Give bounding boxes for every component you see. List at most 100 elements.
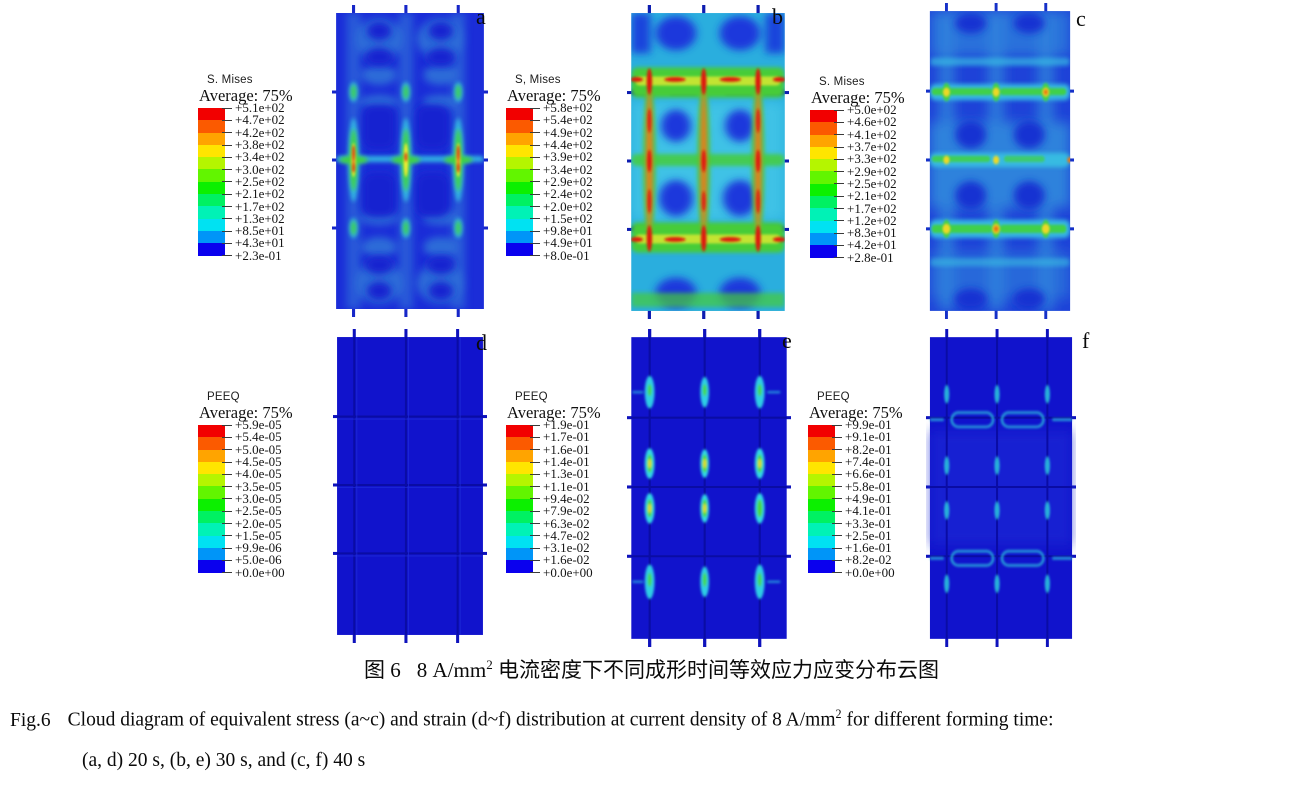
tick-mark (222, 547, 232, 549)
tick-mark (834, 183, 844, 185)
panel-d-contour (333, 329, 487, 643)
panel-letter-d: d (476, 330, 487, 355)
colorbar-cell (810, 146, 837, 160)
tick-value: +8.0e-01 (543, 247, 590, 263)
colorbar-cell (198, 486, 225, 499)
tick-mark (222, 255, 232, 257)
colorbar-cell (506, 194, 533, 207)
tick-value: +4.7e-02 (543, 527, 590, 543)
tick-mark (530, 498, 540, 500)
tick-mark (832, 436, 842, 438)
legend-tick: +5.8e+02 (530, 100, 593, 115)
colorbar-cell (506, 120, 533, 133)
legend-tick: +1.3e+02 (222, 210, 285, 226)
tick-mark (222, 242, 232, 244)
tick-mark (832, 510, 842, 512)
legend-d: PEEQ Average: 75% +5.9e-05 +5.4e-05 +5.0e-… (198, 391, 340, 580)
legend-tick: +3.9e+02 (530, 149, 593, 164)
panel-letter-c: c (1076, 6, 1086, 31)
legend-tick: +4.7e-02 (530, 527, 593, 543)
legend-tick: +2.1e+02 (222, 186, 285, 201)
tick-mark (222, 119, 232, 121)
caption-chinese: 图 6 8 A/mm2 电流密度下不同成形时间等效应力应变分布云图 (0, 654, 1303, 684)
colorbar-cell (198, 144, 225, 158)
colorbar-cell (810, 196, 837, 209)
legend-tick: +4.1e+02 (834, 127, 897, 142)
tick-value: +2.8e-01 (847, 249, 894, 265)
legend-tick: +9.4e-02 (530, 490, 593, 506)
tick-value: +3.7e+02 (847, 139, 897, 155)
colorbar-cell (810, 171, 837, 184)
colorbar-cell (506, 547, 533, 561)
legend-title: S. Mises (207, 74, 253, 86)
tick-value: +5.0e+02 (847, 102, 897, 118)
tick-value: +4.9e+01 (543, 235, 593, 251)
tick-mark (222, 461, 232, 463)
tick-value: +5.4e-05 (235, 429, 282, 445)
tick-mark (222, 436, 232, 438)
colorbar-cell (810, 110, 837, 123)
legend-tick: +2.5e-01 (832, 528, 895, 543)
tick-mark (834, 158, 844, 160)
colorbar-cell (506, 206, 533, 219)
tick-value: +6.6e-01 (845, 466, 892, 482)
legend-tick: +6.3e-02 (530, 515, 593, 531)
legend-tick: +3.4e+02 (222, 149, 285, 164)
panel-b-contour (627, 5, 789, 319)
colorbar-cell (808, 523, 835, 536)
tick-mark (834, 208, 844, 210)
legend-tick: +1.5e-05 (222, 528, 285, 543)
legend-tick: +4.2e+02 (222, 125, 285, 140)
legend-tick: +1.7e-01 (530, 429, 593, 444)
panel-letter-a: a (476, 4, 486, 29)
tick-value: +9.4e-02 (543, 490, 590, 506)
legend-tick: +8.2e-02 (832, 552, 895, 567)
colorbar-cell (506, 157, 533, 170)
caption-en-sup: 2 (835, 707, 842, 721)
tick-value: +4.2e+01 (847, 237, 897, 253)
legend-colorbar: +5.1e+02 +4.7e+02 +4.2e+02 +3.8e+02 +3.4e+02… (198, 100, 340, 263)
tick-mark (834, 146, 844, 148)
colorbar-cell (506, 425, 533, 438)
tick-value: +6.3e-02 (543, 515, 590, 531)
tick-mark (834, 232, 844, 234)
legend-tick: +9.1e-01 (832, 429, 895, 444)
legend-tick: +1.6e-02 (530, 552, 593, 567)
colorbar-cell (198, 547, 225, 561)
tick-value: +1.3e+02 (235, 210, 285, 226)
tick-mark (530, 169, 540, 171)
colorbar-cell (808, 560, 835, 573)
tick-value: +0.0e+00 (235, 564, 285, 580)
tick-value: +9.9e-01 (845, 417, 892, 433)
legend-title: S, Mises (515, 74, 561, 86)
colorbar-cell (506, 449, 533, 462)
tick-mark (222, 498, 232, 500)
tick-value: +3.1e-02 (543, 540, 590, 556)
legend-tick: +2.8e-01 (834, 249, 897, 265)
caption-zh-sup: 2 (486, 657, 493, 672)
colorbar-cell (810, 208, 837, 221)
tick-mark (222, 523, 232, 525)
tick-mark (222, 424, 232, 426)
colorbar-cell (808, 511, 835, 524)
tick-mark (222, 181, 232, 183)
colorbar-cell (198, 108, 225, 121)
colorbar-cell (198, 120, 225, 133)
colorbar-cell (198, 523, 225, 536)
tick-value: +2.0e+02 (543, 198, 593, 214)
legend-subtitle: Average: 75% (809, 403, 903, 422)
colorbar-cell (808, 547, 835, 561)
colorbar-cell (808, 449, 835, 462)
legend-e: PEEQ Average: 75% +1.9e-01 +1.7e-01 +1.6e-… (506, 391, 648, 580)
legend-tick: +3.5e-05 (222, 478, 285, 494)
tick-mark (222, 572, 232, 574)
legend-tick: +5.0e-06 (222, 552, 285, 567)
colorbar-cell (810, 122, 837, 135)
tick-value: +3.5e-05 (235, 478, 282, 494)
tick-value: +3.4e+02 (543, 161, 593, 177)
legend-tick: +3.1e-02 (530, 540, 593, 556)
legend-tick: +5.8e-01 (832, 479, 895, 494)
legend-b: S, Mises Average: 75% +5.8e+02 +5.4e+02 +4… (506, 74, 648, 263)
tick-mark (832, 547, 842, 549)
tick-value: +1.1e-01 (543, 478, 590, 494)
